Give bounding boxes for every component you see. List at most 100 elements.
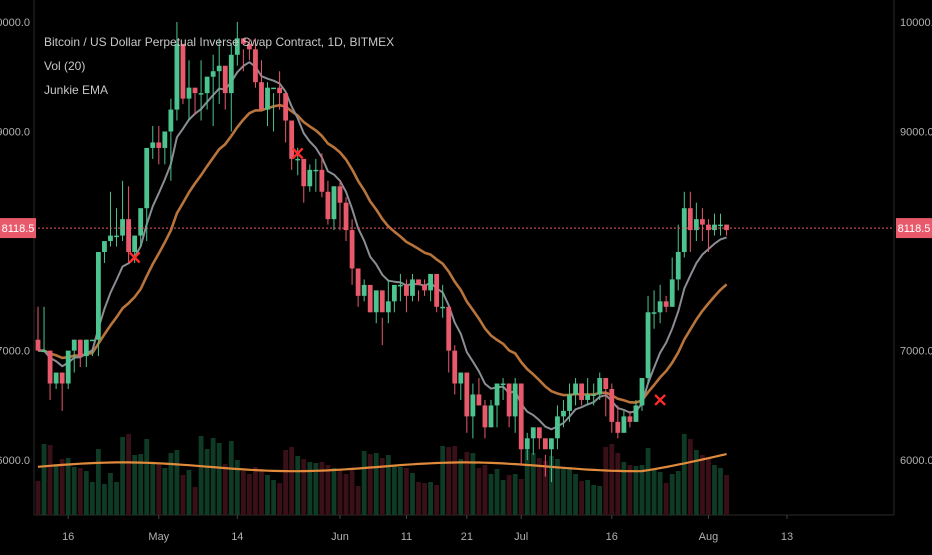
candle-body xyxy=(349,230,355,269)
candle-body xyxy=(53,372,59,384)
last-price-label-left: 8118.5 xyxy=(2,223,35,235)
candle-body xyxy=(41,350,47,353)
volume-indicator-label[interactable]: Vol (20) xyxy=(44,59,86,73)
volume-bar xyxy=(367,454,373,515)
volume-bar xyxy=(458,459,464,515)
candle-body xyxy=(198,93,204,95)
candle-body xyxy=(615,421,621,433)
volume-bar xyxy=(47,445,53,515)
volume-bar xyxy=(132,455,138,515)
ema-indicator-label[interactable]: Junkie EMA xyxy=(44,83,109,97)
candle-body xyxy=(138,208,144,236)
x-tick-label: Aug xyxy=(699,531,719,543)
candle-body xyxy=(657,301,663,313)
volume-bar xyxy=(693,450,699,515)
y-tick-label-left: 10000.0 xyxy=(0,17,30,29)
candle-body xyxy=(253,49,258,83)
volume-bar xyxy=(452,446,458,515)
volume-bar xyxy=(615,453,621,515)
y-tick-label-right: 9000.0 xyxy=(900,126,932,138)
volume-bar xyxy=(361,451,367,515)
candle-body xyxy=(222,65,228,94)
volume-bar xyxy=(585,480,591,515)
volume-bar xyxy=(337,469,343,515)
volume-bar xyxy=(700,455,705,515)
x-tick-label: Jun xyxy=(331,531,349,543)
x-tick-label: 14 xyxy=(231,531,243,543)
volume-bar xyxy=(307,462,313,515)
candle-body xyxy=(59,372,65,384)
candle-body xyxy=(168,109,174,132)
volume-bar xyxy=(234,460,240,515)
candle-body xyxy=(240,38,246,44)
candle-body xyxy=(180,43,186,99)
candle-body xyxy=(398,284,403,287)
volume-bar xyxy=(253,467,258,515)
candle-body xyxy=(518,383,524,450)
volume-bar xyxy=(446,447,452,515)
candle-body xyxy=(108,235,113,242)
candle-body xyxy=(591,394,597,396)
volume-bar xyxy=(331,468,337,515)
candle-body xyxy=(361,284,367,296)
candle-body xyxy=(83,339,89,357)
volume-bar xyxy=(283,450,289,515)
candle-body xyxy=(283,93,289,121)
y-tick-label-right: 7000.0 xyxy=(900,346,932,358)
y-tick-label-left: 7000.0 xyxy=(0,346,30,358)
candle-body xyxy=(77,339,83,357)
candle-body xyxy=(35,339,41,351)
candle-body xyxy=(144,147,150,209)
volume-bar xyxy=(265,475,270,515)
candle-body xyxy=(476,394,482,406)
candle-body xyxy=(573,383,578,395)
volume-bar xyxy=(627,465,633,515)
candle-body xyxy=(675,252,681,280)
x-tick-label: 16 xyxy=(606,531,618,543)
volume-bar xyxy=(240,471,246,515)
candle-body xyxy=(506,383,512,417)
candle-body xyxy=(89,339,95,342)
candle-body xyxy=(47,350,53,384)
candle-body xyxy=(186,87,192,99)
candle-body xyxy=(65,350,71,384)
candle-body xyxy=(295,158,301,161)
volume-bar xyxy=(391,466,397,515)
candle-body xyxy=(373,290,379,313)
volume-bar xyxy=(398,467,403,515)
candle-body xyxy=(428,273,433,291)
ema-slow-line xyxy=(38,103,728,404)
candle-body xyxy=(482,405,488,428)
volume-bar xyxy=(609,444,615,515)
volume-bar xyxy=(247,474,252,515)
candle-body xyxy=(391,284,397,302)
volume-bar xyxy=(639,465,645,515)
volume-bar xyxy=(506,475,512,515)
candle-body xyxy=(706,224,711,231)
candle-body xyxy=(313,169,319,172)
volume-bar xyxy=(41,444,47,515)
volume-bar xyxy=(645,448,651,515)
volume-bar xyxy=(144,439,150,515)
volume-bar xyxy=(675,471,681,515)
candle-body xyxy=(597,378,603,395)
candle-body xyxy=(458,372,464,384)
candle-body xyxy=(700,219,705,225)
candle-body xyxy=(265,87,270,110)
volume-bar xyxy=(216,443,222,515)
candle-body xyxy=(693,219,699,231)
candle-body xyxy=(627,416,633,422)
volume-bar xyxy=(573,474,578,515)
volume-bar xyxy=(126,434,131,515)
volume-bar xyxy=(561,468,566,515)
candle-body xyxy=(681,208,687,253)
candle-body xyxy=(102,241,107,253)
volume-bar xyxy=(621,462,627,515)
ema-fast-line xyxy=(38,61,727,431)
candle-body xyxy=(319,169,325,192)
volume-bar xyxy=(192,487,198,515)
crossover-marker xyxy=(654,394,666,406)
candle-body xyxy=(494,383,500,406)
